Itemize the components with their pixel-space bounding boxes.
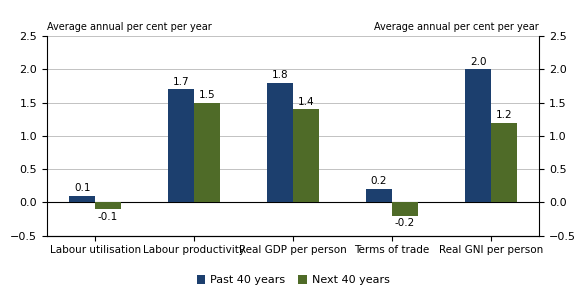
Text: 1.4: 1.4 <box>298 97 314 107</box>
Bar <box>95 202 121 209</box>
Text: -0.1: -0.1 <box>98 212 118 222</box>
Bar <box>168 89 194 202</box>
Legend: Past 40 years, Next 40 years: Past 40 years, Next 40 years <box>192 271 394 290</box>
Text: 0.1: 0.1 <box>74 183 90 193</box>
Bar <box>267 83 293 202</box>
Bar <box>69 196 95 202</box>
Text: 0.2: 0.2 <box>371 176 387 186</box>
Text: Average annual per cent per year: Average annual per cent per year <box>374 22 539 32</box>
Text: 2.0: 2.0 <box>470 57 486 67</box>
Text: 1.5: 1.5 <box>199 90 215 100</box>
Text: 1.2: 1.2 <box>496 110 512 120</box>
Text: -0.2: -0.2 <box>395 218 415 228</box>
Bar <box>491 123 517 202</box>
Bar <box>366 189 392 202</box>
Bar <box>465 69 491 202</box>
Bar <box>194 103 220 202</box>
Text: 1.7: 1.7 <box>173 77 189 87</box>
Text: Average annual per cent per year: Average annual per cent per year <box>47 22 212 32</box>
Bar <box>392 202 418 216</box>
Bar <box>293 109 319 202</box>
Text: 1.8: 1.8 <box>272 70 288 80</box>
